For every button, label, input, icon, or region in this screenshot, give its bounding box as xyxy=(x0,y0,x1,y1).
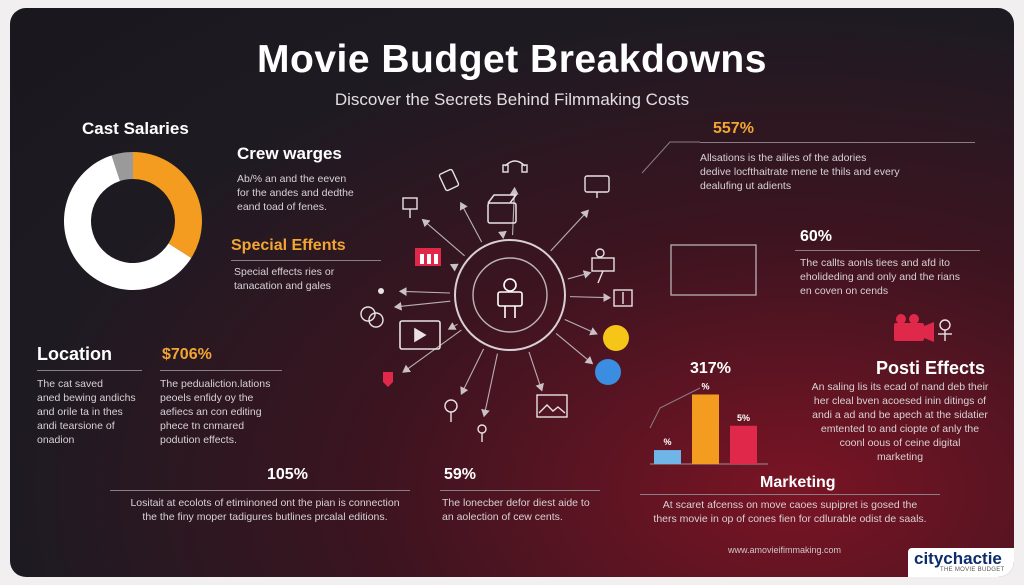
theater-icon xyxy=(415,248,441,266)
hub-spoke-line xyxy=(398,287,451,296)
tag-icon xyxy=(383,372,393,387)
bar-1 xyxy=(692,394,719,464)
bottom-mid-percent: 59% xyxy=(444,466,477,483)
marketing-text: At scaret afcenss on move caoes supipret… xyxy=(653,499,927,525)
actor-icon xyxy=(938,319,952,341)
page-title: Movie Budget Breakdowns xyxy=(257,38,767,81)
person-icon xyxy=(497,278,523,318)
headphone-icon xyxy=(502,160,528,173)
divider xyxy=(110,490,410,491)
divider xyxy=(795,250,980,251)
hub-spoke-line xyxy=(528,351,544,392)
hub-spoke-line xyxy=(567,270,592,280)
camera-icon xyxy=(591,248,615,284)
bottom-left-percent: 105% xyxy=(267,466,308,483)
dot-icon xyxy=(378,288,384,294)
marketing-heading: Marketing xyxy=(760,474,836,491)
film-reel-icon xyxy=(360,306,384,328)
crew-wages-heading: Crew warges xyxy=(237,144,342,163)
light-icon xyxy=(402,197,418,218)
footer-url[interactable]: www.amovieifimmaking.com xyxy=(728,545,842,555)
phone-icon xyxy=(438,168,460,192)
hub-spoke-line xyxy=(550,209,589,252)
hub-spoke-line xyxy=(564,319,598,336)
top-right-text: Allsations is the ailies of the adories d… xyxy=(700,152,900,192)
brand-logo: citychactie THE MOVIE BUDGET xyxy=(908,548,1014,577)
hub-spoke-line xyxy=(449,263,459,272)
crew-wages-text: Ab/% an and the eeven for the andes and d… xyxy=(237,173,354,213)
sixty-text: The callts aonls tiees and afd ito eholid… xyxy=(800,257,960,297)
donut-segment-1 xyxy=(64,155,192,290)
hub-spoke-line xyxy=(569,293,612,302)
donut-segment-0 xyxy=(133,152,203,258)
video-camera-icon xyxy=(894,314,934,342)
divider xyxy=(37,370,142,371)
post-effects-heading: Posti Effects xyxy=(876,358,986,378)
cast-salaries-donut-chart xyxy=(64,152,203,290)
yellow-circle-icon xyxy=(603,325,629,351)
post-effects-percent: 317% xyxy=(690,360,731,377)
bar-2 xyxy=(730,425,757,464)
bar-0 xyxy=(654,450,681,464)
hub-spoke-line xyxy=(393,300,451,311)
top-right-percent: 557% xyxy=(713,120,754,137)
hub-spoke-line xyxy=(459,201,483,243)
donut-segment-2 xyxy=(111,152,133,182)
clapper-icon xyxy=(487,194,518,224)
hub-spoke-line xyxy=(460,348,485,396)
picture-icon xyxy=(536,394,568,418)
blue-circle-icon xyxy=(595,359,621,385)
hub-spoke-line xyxy=(447,322,458,330)
person-small-icon xyxy=(477,424,487,442)
hub-spoke-line xyxy=(509,186,519,236)
hub-inner-ring xyxy=(472,257,548,333)
play-screen-icon xyxy=(399,320,441,350)
post-effects-text: An saling lis its ecad of nand deb their… xyxy=(811,381,989,463)
bottom-mid-text: The lonecber defor diest aide to an aolec… xyxy=(442,497,590,523)
marketing-bar-chart: %% 5% xyxy=(650,381,768,465)
location-text: The cat saved aned bewing andichs and oril… xyxy=(37,378,136,446)
monitor-icon xyxy=(584,175,610,198)
infographic-frame: %% 5% Movie Budget Breakdowns Discover th… xyxy=(10,8,1014,577)
divider xyxy=(640,494,940,495)
production-text: The pedualiction.lations peoels enfidy oy… xyxy=(160,378,271,446)
hub-spoke-line xyxy=(481,353,498,418)
divider xyxy=(160,370,282,371)
cast-salaries-heading: Cast Salaries xyxy=(82,119,189,138)
divider xyxy=(440,490,600,491)
bar-value-label-2: 5% xyxy=(737,413,750,423)
special-effects-heading: Special Effents xyxy=(231,237,346,254)
sixty-percent: 60% xyxy=(800,228,833,245)
hub-spoke-line xyxy=(402,329,462,373)
page-subtitle: Discover the Secrets Behind Filmmaking C… xyxy=(334,90,690,109)
hub-spoke-line xyxy=(555,332,594,365)
special-effects-text: Special effects ries or tanacation and ga… xyxy=(234,266,335,292)
divider xyxy=(700,142,975,143)
hub-outer-ring xyxy=(454,239,566,351)
bar-value-label-0: % xyxy=(663,437,671,447)
bottom-left-text: Lositait at ecolots of etiminoned ont th… xyxy=(130,497,400,523)
production-percent: $706% xyxy=(162,346,212,363)
location-heading: Location xyxy=(37,344,112,364)
move-icon xyxy=(613,289,633,307)
divider xyxy=(231,260,381,261)
hub-spoke-line xyxy=(421,218,465,257)
bar-value-label-1: % xyxy=(701,381,709,391)
screen-frame xyxy=(670,244,757,296)
microphone-icon xyxy=(444,399,458,422)
hub-diagram: %% 5% xyxy=(64,141,952,465)
